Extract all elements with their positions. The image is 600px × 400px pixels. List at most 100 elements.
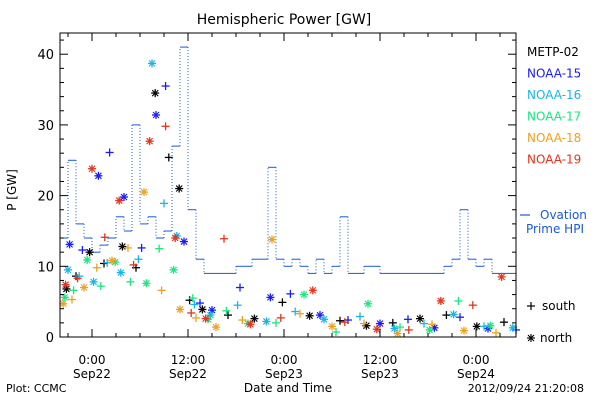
x-tick-time-label: 12:00 [363, 353, 398, 367]
data-point [69, 286, 78, 295]
ovation-legend-label: Ovation [540, 208, 587, 222]
legend: METP-02 NOAA-15 NOAA-16 NOAA-17 NOAA-18 NOAA-… [520, 45, 587, 345]
data-point [94, 171, 103, 180]
data-point [233, 301, 242, 310]
data-point [336, 316, 344, 325]
data-point [160, 199, 168, 208]
data-point [266, 293, 275, 302]
data-point [454, 296, 463, 305]
data-point [169, 265, 178, 274]
x-tick-date-label: Sep22 [73, 367, 111, 381]
y-tick-label: 0 [46, 331, 54, 346]
data-point [305, 311, 314, 320]
data-point [372, 325, 381, 334]
data-point [59, 299, 68, 308]
data-point [220, 234, 228, 243]
data-point [176, 305, 184, 314]
data-point [196, 299, 204, 308]
x-tick-time-label: 0:00 [463, 353, 490, 367]
x-tick-date-label: Sep23 [265, 367, 303, 381]
data-point [198, 305, 207, 314]
legend-entry: NOAA-18 [527, 131, 581, 145]
plot-source-label: Plot: CCMC [6, 382, 67, 395]
data-point [376, 319, 384, 328]
data-point [157, 286, 166, 295]
data-point [60, 293, 69, 302]
data-point [188, 294, 197, 303]
data-point [152, 111, 160, 120]
data-point [360, 319, 368, 328]
data-point [65, 240, 74, 249]
data-point [486, 321, 495, 330]
ovation-legend-label: Prime HPI [526, 222, 584, 236]
legend-entry: NOAA-19 [527, 153, 581, 167]
data-point [492, 328, 500, 337]
data-point [472, 322, 481, 331]
data-point [500, 318, 508, 327]
data-point [278, 298, 287, 307]
data-point [108, 256, 116, 265]
data-point [61, 280, 70, 289]
data-point [192, 313, 200, 322]
data-point [89, 277, 98, 286]
data-point [272, 318, 280, 327]
data-point [175, 184, 184, 193]
data-point [456, 313, 464, 322]
data-point [328, 322, 336, 331]
data-point [268, 235, 276, 244]
data-point [78, 246, 87, 255]
legend-entry: NOAA-17 [527, 110, 581, 124]
data-point [396, 323, 404, 332]
data-point [340, 318, 349, 327]
legend-entry: METP-02 [527, 45, 579, 59]
chart-title: Hemispheric Power [GW] [197, 12, 372, 28]
data-point [236, 283, 244, 292]
data-point [420, 319, 428, 328]
data-point [320, 315, 328, 324]
legend-entry: NOAA-15 [527, 67, 581, 81]
data-point [291, 307, 300, 316]
data-point [250, 314, 259, 323]
data-point [508, 323, 517, 332]
data-point [201, 314, 210, 323]
y-tick-label: 40 [37, 48, 54, 63]
data-point [480, 322, 488, 331]
x-axis-label: Date and Time [244, 381, 332, 395]
y-axis-label: P [GW] [5, 169, 19, 211]
data-point [364, 299, 372, 308]
x-tick-time-label: 12:00 [171, 353, 206, 367]
data-point [96, 282, 105, 291]
data-point [238, 316, 247, 325]
y-tick-label: 30 [37, 119, 54, 134]
data-point [222, 306, 231, 315]
data-point [497, 272, 506, 281]
data-point [115, 196, 124, 205]
data-point [449, 310, 458, 319]
plot-frame [59, 32, 517, 338]
axes: 0102030400:00Sep2212:00Sep220:00Sep2312:… [37, 32, 517, 381]
data-point [296, 309, 304, 318]
asterisk-marker-icon [527, 334, 535, 342]
data-point [416, 314, 424, 323]
data-point [190, 300, 199, 309]
data-point [180, 237, 188, 246]
data-point [300, 290, 308, 299]
data-point [80, 283, 88, 292]
data-point [155, 244, 164, 253]
data-point [276, 313, 285, 322]
data-point [100, 233, 109, 242]
data-point [428, 320, 436, 329]
data-point [83, 255, 92, 264]
y-tick-label: 20 [37, 190, 54, 205]
data-point [145, 137, 154, 146]
south-legend-label: south [542, 299, 576, 313]
data-point [124, 243, 132, 252]
data-point [262, 317, 271, 326]
data-point [85, 248, 94, 257]
data-point [120, 193, 128, 202]
data-point [116, 268, 125, 277]
data-point [187, 308, 196, 317]
data-point [64, 265, 72, 274]
data-point [88, 164, 96, 173]
